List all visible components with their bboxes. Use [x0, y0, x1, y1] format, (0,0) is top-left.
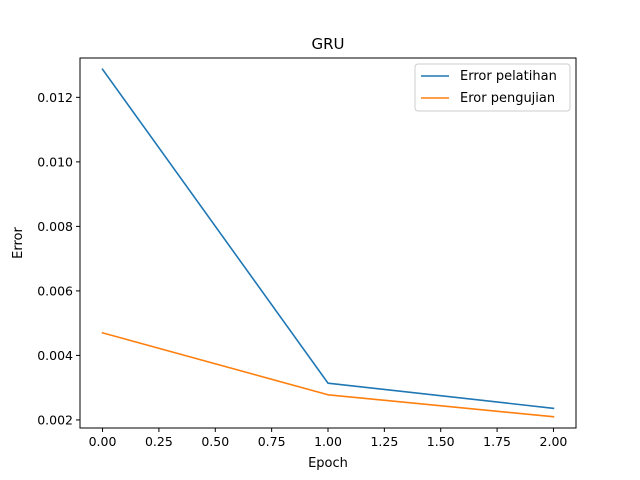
x-tick-label: 1.50 [427, 434, 455, 449]
y-tick-label: 0.004 [37, 348, 73, 363]
series-layer [101, 68, 555, 418]
x-axis: 0.00 0.25 0.50 0.75 1.00 1.25 1.50 1.75 2.00 [89, 428, 568, 449]
legend-label-test: Eror pengujian [460, 91, 555, 106]
y-tick-label: 0.010 [37, 154, 73, 169]
series-line-0 [101, 68, 555, 410]
x-tick-label: 0.00 [89, 434, 117, 449]
x-axis-title: Epoch [308, 456, 348, 471]
x-tick-label: 0.50 [201, 434, 229, 449]
y-axis: 0.002 0.004 0.006 0.008 0.010 0.012 [37, 90, 80, 427]
x-tick-label: 1.25 [370, 434, 398, 449]
series-line-1 [101, 331, 555, 418]
plot-area [80, 58, 576, 428]
y-tick-label: 0.008 [37, 219, 73, 234]
legend: Error pelatihan Eror pengujian [414, 63, 571, 112]
x-tick-label: 0.75 [258, 434, 286, 449]
y-tick-label: 0.006 [37, 283, 73, 298]
legend-label-train: Error pelatihan [460, 69, 557, 84]
y-tick-label: 0.002 [37, 412, 73, 427]
x-tick-label: 1.75 [483, 434, 511, 449]
legend-box [414, 63, 571, 112]
x-tick-label: 0.25 [145, 434, 173, 449]
y-tick-label: 0.012 [37, 90, 73, 105]
chart-title: GRU [311, 35, 344, 53]
x-tick-label: 2.00 [540, 434, 568, 449]
y-axis-title: Error [11, 227, 26, 259]
x-tick-label: 1.00 [314, 434, 342, 449]
